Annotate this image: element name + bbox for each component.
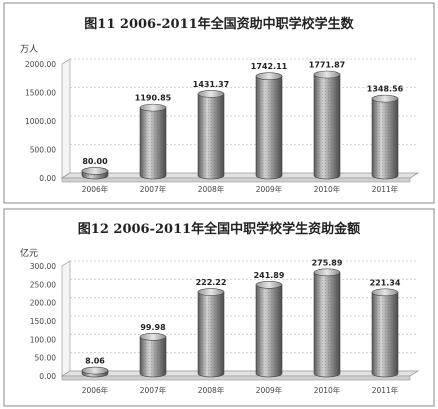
floor-edge: [61, 375, 411, 381]
bars: [81, 268, 399, 378]
data-label: 241.89: [254, 271, 285, 280]
chart-panel-11: 图11 2006-2011年全国资助中职学校学生数 万人 2000.00 1500…: [3, 2, 435, 204]
bar-cap: [313, 70, 341, 79]
y-tick-label: 150.00: [30, 317, 56, 326]
y-tick-label: 1500.00: [25, 89, 56, 98]
category-label: 2007年: [140, 184, 167, 194]
y-tick-label: 0.00: [39, 174, 56, 183]
bar-texture: [140, 336, 166, 377]
bar-texture: [256, 76, 282, 180]
y-tick-label: 50.00: [35, 354, 57, 363]
y-tick-label: 500.00: [30, 146, 56, 155]
bar: [371, 94, 399, 180]
bar: [255, 72, 283, 180]
bar: [139, 103, 167, 180]
bar-cap: [255, 281, 283, 289]
bars: [81, 70, 399, 180]
category-labels: 2006年 2007年 2008年 2009年 2010年 2011年: [82, 385, 399, 395]
category-label: 2010年: [314, 184, 341, 194]
bar-texture: [314, 272, 340, 377]
data-labels: 80.00 1190.85 1431.37 1742.11 1771.87 1348.56: [82, 61, 403, 166]
chart-panel-12: 图12 2006-2011年全国中职学校学生资助金额 亿元 300.00 250.…: [3, 208, 435, 407]
floor-edge: [61, 177, 411, 183]
y-tick-label: 2000.00: [25, 60, 56, 69]
bar-texture: [198, 292, 224, 377]
bar-cap: [81, 167, 109, 175]
data-label: 1431.37: [193, 80, 229, 89]
bar-cap: [255, 72, 283, 80]
chart-title: 图11 2006-2011年全国资助中职学校学生数: [84, 16, 354, 32]
bar: [313, 70, 341, 180]
bar: [81, 366, 109, 378]
category-label: 2006年: [82, 385, 109, 395]
bar: [139, 333, 167, 378]
bar-texture: [256, 284, 282, 377]
data-label: 8.06: [85, 357, 105, 366]
bar-cap: [139, 333, 167, 341]
y-axis-unit: 万人: [20, 44, 38, 55]
bar: [81, 167, 109, 180]
data-label: 1742.11: [251, 62, 288, 71]
y-tick-label: 200.00: [30, 299, 56, 308]
category-label: 2010年: [314, 385, 341, 395]
bar-cap: [371, 94, 399, 103]
data-label: 1348.56: [367, 85, 404, 94]
category-label: 2009年: [256, 184, 283, 194]
y-tick-label: 250.00: [30, 280, 56, 289]
bar: [255, 281, 283, 378]
y-tick-label: 0.00: [39, 372, 56, 381]
bar-texture: [372, 98, 398, 180]
bar-cap: [197, 90, 225, 98]
bar-cap: [371, 288, 399, 297]
y-axis-unit: 亿元: [20, 247, 38, 259]
y-tick-labels: 2000.00 1500.00 1000.00 500.00 0.00: [25, 60, 56, 183]
floor-plane: [60, 172, 420, 179]
bar-texture: [314, 74, 340, 180]
category-label: 2006年: [82, 184, 109, 194]
data-labels: 8.06 99.98 222.22 241.89 275.89 221.34: [85, 258, 401, 365]
bar: [197, 288, 225, 378]
bar: [371, 288, 399, 378]
y-tick-label: 300.00: [30, 262, 56, 271]
y-tick-labels: 300.00 250.00 200.00 150.00 100.00 50.00 0.00: [30, 262, 56, 381]
bar-cap: [313, 268, 341, 277]
side-wall: [61, 260, 71, 377]
bar-texture: [198, 93, 224, 180]
category-label: 2007年: [140, 385, 167, 395]
bar: [313, 268, 341, 378]
category-labels: 2006年 2007年 2008年 2009年 2010年 2011年: [82, 184, 399, 194]
bar-cap: [139, 103, 167, 112]
bar-cap: [197, 288, 225, 296]
bar-texture: [140, 107, 166, 180]
category-label: 2011年: [372, 385, 399, 395]
category-label: 2008年: [198, 385, 225, 395]
chart-title: 图12 2006-2011年全国中职学校学生资助金额: [78, 221, 360, 237]
category-label: 2009年: [256, 385, 283, 395]
category-label: 2011年: [372, 184, 399, 194]
bar-cap: [81, 366, 109, 375]
data-label: 1771.87: [309, 61, 345, 70]
bar-texture: [372, 292, 398, 377]
data-label: 80.00: [82, 157, 108, 166]
data-label: 222.22: [196, 278, 227, 287]
bar: [197, 90, 225, 180]
category-label: 2008年: [198, 184, 225, 194]
y-tick-label: 1000.00: [25, 117, 56, 126]
floor-plane: [60, 370, 420, 377]
data-label: 275.89: [312, 258, 343, 267]
data-label: 1190.85: [135, 94, 172, 103]
y-tick-label: 100.00: [30, 335, 56, 344]
side-wall: [61, 58, 71, 179]
data-label: 99.98: [140, 323, 166, 332]
data-label: 221.34: [370, 278, 401, 287]
